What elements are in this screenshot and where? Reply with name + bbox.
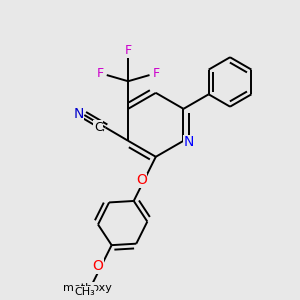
Text: O: O [92,259,103,273]
Text: F: F [124,44,132,57]
Text: C: C [94,121,103,134]
Text: F: F [97,67,104,80]
Text: F: F [152,67,160,80]
Text: O: O [136,173,147,187]
Text: N: N [73,106,84,121]
Text: methoxy: methoxy [62,283,111,293]
Text: CH₃: CH₃ [75,287,95,297]
Text: N: N [184,135,194,149]
